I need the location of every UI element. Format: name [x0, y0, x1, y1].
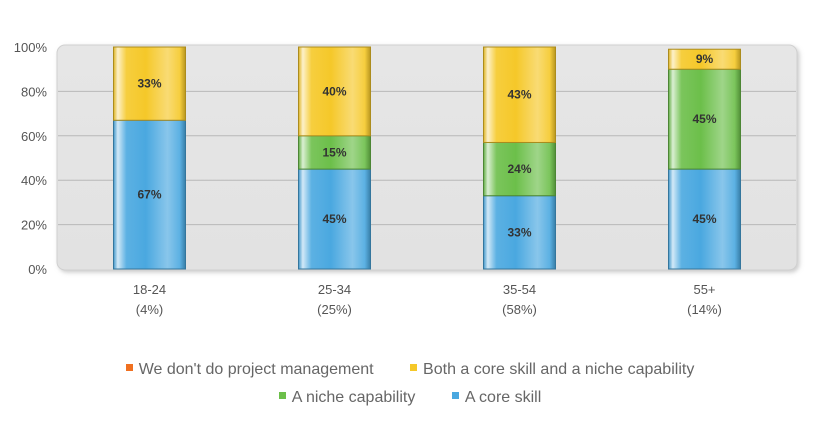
y-tick-label: 40% — [21, 173, 47, 188]
legend-label: A niche capability — [291, 389, 416, 406]
legend-item-both[interactable]: Both a core skill and a niche capability — [410, 356, 694, 384]
legend-swatch-green — [278, 392, 286, 400]
x-tick-label: 18-24 — [133, 282, 166, 297]
y-tick-label: 0% — [28, 262, 47, 277]
x-tick-sublabel: (58%) — [502, 302, 537, 317]
x-tick-label: 25-34 — [318, 282, 351, 297]
stacked-bar-chart: 0% 20% 40% 60% 80% 100% 67% 33% 45% 15% 40% 33% 24%… — [14, 40, 798, 317]
data-label: 15% — [322, 145, 346, 159]
data-label: 33% — [137, 77, 161, 91]
data-label: 43% — [507, 88, 531, 102]
bar-segment[interactable] — [668, 68, 741, 170]
y-tick-label: 60% — [21, 129, 47, 144]
legend-label: Both a core skill and a niche capability — [423, 361, 695, 378]
data-label: 9% — [696, 52, 714, 66]
legend-row-2: A niche capability A core skill — [0, 384, 820, 412]
data-label: 33% — [507, 225, 531, 239]
data-label: 67% — [137, 188, 161, 202]
x-tick-sublabel: (4%) — [136, 302, 163, 317]
bar-segment[interactable] — [113, 46, 186, 121]
legend-label: A core skill — [464, 389, 542, 406]
data-label: 45% — [322, 212, 346, 226]
data-label: 40% — [322, 84, 346, 98]
legend-swatch-yellow — [410, 364, 418, 372]
x-tick-sublabel: (14%) — [687, 302, 722, 317]
legend-item-no-pm[interactable]: We don't do project management — [125, 356, 374, 384]
bar-segment[interactable] — [113, 119, 186, 270]
x-tick-label: 55+ — [693, 282, 715, 297]
bar-segment[interactable] — [483, 46, 556, 143]
bar-segment[interactable] — [483, 195, 556, 270]
bar-segment[interactable] — [483, 141, 556, 197]
legend: We don't do project management Both a co… — [0, 356, 820, 412]
x-tick-sublabel: (25%) — [317, 302, 352, 317]
bar-segment[interactable] — [668, 48, 741, 70]
y-tick-label: 80% — [21, 84, 47, 99]
legend-swatch-blue — [451, 392, 459, 400]
data-label: 45% — [692, 212, 716, 226]
bar-segment[interactable] — [298, 135, 371, 170]
bar-segment[interactable] — [298, 168, 371, 270]
bar-segment[interactable] — [298, 46, 371, 137]
legend-item-core[interactable]: A core skill — [451, 384, 542, 412]
y-tick-label: 100% — [14, 40, 48, 55]
data-label: 24% — [507, 162, 531, 176]
plot-area — [56, 44, 798, 271]
data-label: 45% — [692, 112, 716, 126]
legend-row-1: We don't do project management Both a co… — [0, 356, 820, 384]
y-tick-label: 20% — [21, 218, 47, 233]
bar-segment[interactable] — [668, 168, 741, 270]
x-tick-label: 35-54 — [503, 282, 536, 297]
legend-swatch-orange — [125, 364, 133, 372]
legend-item-niche[interactable]: A niche capability — [278, 384, 416, 412]
legend-label: We don't do project management — [138, 361, 374, 378]
